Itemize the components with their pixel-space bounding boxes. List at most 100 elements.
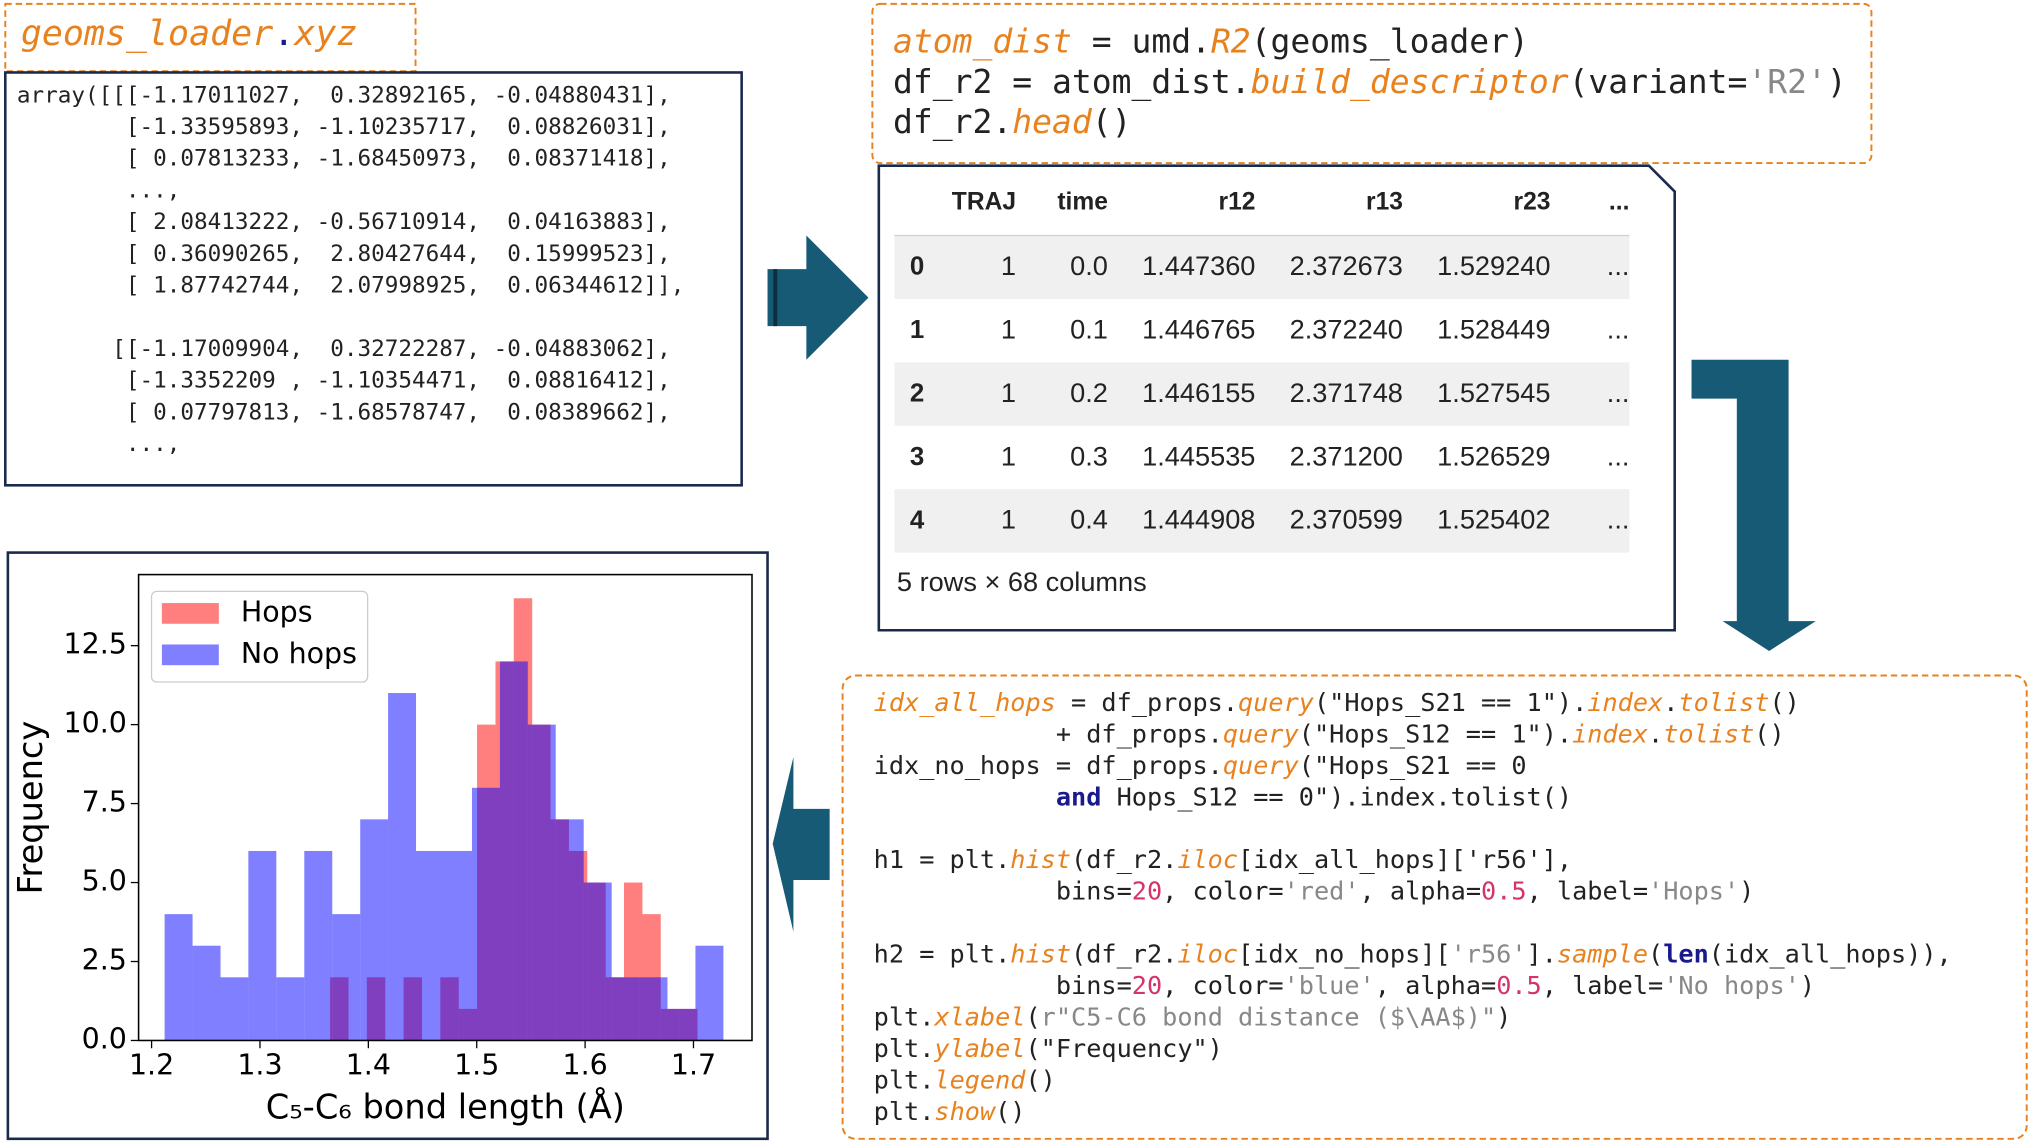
code-token: head bbox=[1012, 101, 1093, 140]
legend-label: No hops bbox=[241, 637, 357, 670]
x-tick-label: 1.5 bbox=[454, 1048, 499, 1081]
code-line: df_r2 = atom_dist.build_descriptor(varia… bbox=[893, 61, 1847, 101]
code-line: h2 = plt.hist(df_r2.iloc[idx_no_hops]['r… bbox=[874, 940, 1952, 969]
code-line: plt.show() bbox=[874, 1097, 1026, 1126]
bar bbox=[332, 914, 361, 1041]
bar bbox=[443, 850, 472, 1041]
table-cell: 2.371748 bbox=[1290, 377, 1403, 408]
code-token: and bbox=[1056, 782, 1102, 811]
y-tick-label: 12.5 bbox=[64, 628, 127, 661]
code-token: query bbox=[1223, 751, 1300, 780]
bar bbox=[667, 1008, 696, 1041]
code-token: build_descriptor bbox=[1251, 61, 1569, 101]
code-token: 'blue' bbox=[1284, 971, 1375, 1000]
code-token: . bbox=[1663, 688, 1678, 717]
table-cell: 1 bbox=[1001, 377, 1016, 408]
table-index: 3 bbox=[910, 443, 924, 471]
code-line: [ 1.87742744, 2.07998925, 0.06344612]], bbox=[17, 273, 684, 299]
bar bbox=[695, 945, 724, 1041]
table-cell: 1.528449 bbox=[1437, 313, 1550, 344]
x-tick-label: 1.6 bbox=[562, 1048, 607, 1081]
code-token: ) bbox=[1800, 971, 1815, 1000]
table-index: 1 bbox=[910, 316, 924, 344]
code-token: ylabel bbox=[933, 1034, 1025, 1063]
code-token: ) bbox=[1827, 61, 1847, 100]
code-token: iloc bbox=[1177, 940, 1238, 969]
code-line: idx_all_hops = df_props.query("Hops_S21 … bbox=[874, 688, 1800, 717]
table-cell: 0.4 bbox=[1070, 504, 1108, 535]
code-token: (df_r2. bbox=[1071, 845, 1177, 874]
bar bbox=[639, 977, 668, 1041]
code-token bbox=[874, 782, 1056, 811]
table-cell: 1 bbox=[1001, 504, 1016, 535]
code-line: array([[[-1.17011027, 0.32892165, -0.048… bbox=[17, 82, 671, 108]
code-token: bins= bbox=[874, 971, 1132, 1000]
code-token: 'R2' bbox=[1747, 61, 1826, 100]
code-line: idx_no_hops = df_props.query("Hops_S21 =… bbox=[874, 751, 1527, 780]
code-token: (geoms_loader) bbox=[1251, 21, 1529, 61]
code-token: iloc bbox=[1177, 845, 1238, 874]
code-token: ) bbox=[1739, 877, 1754, 906]
code-token: . bbox=[1648, 719, 1663, 748]
bar bbox=[248, 850, 277, 1041]
bar bbox=[360, 819, 389, 1041]
code-token: plt. bbox=[874, 1097, 935, 1126]
table-header: TRAJ bbox=[952, 189, 1016, 216]
code-line: [-1.33595893, -1.10235717, 0.08826031], bbox=[17, 114, 671, 140]
arrow bbox=[1691, 359, 1816, 651]
code-token: . bbox=[273, 14, 294, 54]
code-token: 20 bbox=[1132, 971, 1162, 1000]
code-line: geoms_loader.xyz bbox=[21, 14, 358, 54]
code-token: plt. bbox=[874, 1065, 935, 1094]
table-index: 0 bbox=[910, 253, 924, 281]
bar bbox=[611, 977, 640, 1041]
table-footer: 5 rows × 68 columns bbox=[897, 566, 1147, 597]
row-band bbox=[894, 235, 1630, 299]
table-cell: 1.446155 bbox=[1142, 377, 1255, 408]
code-token: h2 = plt. bbox=[874, 940, 1011, 969]
y-tick-label: 5.0 bbox=[82, 865, 127, 898]
row-band bbox=[894, 489, 1630, 553]
code-line: plt.xlabel(r"C5-C6 bond distance ($\AA$)… bbox=[874, 1002, 1512, 1031]
code-token: + df_props. bbox=[874, 719, 1223, 748]
code-token: ("Hops_S12 == 1"). bbox=[1299, 719, 1572, 748]
legend-swatch bbox=[161, 644, 219, 666]
y-tick-label: 2.5 bbox=[82, 944, 127, 977]
x-axis-label: C₅-C₆ bond length (Å) bbox=[266, 1087, 625, 1127]
code-token: [idx_no_hops][ bbox=[1238, 940, 1451, 969]
legend-swatch bbox=[161, 603, 219, 624]
bar bbox=[471, 787, 500, 1041]
code-token: index bbox=[1572, 719, 1648, 748]
code-line: ..., bbox=[17, 177, 180, 203]
code-token: 20 bbox=[1132, 877, 1162, 906]
bar bbox=[192, 945, 221, 1041]
arrow bbox=[767, 235, 869, 360]
table-cell: ... bbox=[1607, 440, 1630, 471]
table-cell: ... bbox=[1607, 313, 1630, 344]
code-token: idx_all_hops bbox=[874, 688, 1056, 717]
y-axis-label: Frequency bbox=[11, 721, 50, 895]
code-token: 0.5 bbox=[1481, 877, 1527, 906]
code-box bbox=[871, 2, 1873, 165]
y-tick-label: 10.0 bbox=[64, 707, 127, 740]
arrow bbox=[772, 757, 830, 932]
table-cell: 1.525402 bbox=[1437, 504, 1550, 535]
code-token: sample bbox=[1557, 940, 1648, 969]
table-cell: 0.3 bbox=[1070, 440, 1108, 471]
code-token: r"C5-C6 bond distance ($\AA$)" bbox=[1041, 1002, 1497, 1031]
bar bbox=[583, 882, 612, 1041]
table-index: 4 bbox=[910, 506, 925, 534]
code-token: ("Hops_S21 == 1"). bbox=[1314, 688, 1587, 717]
table-cell: 1.529240 bbox=[1437, 250, 1550, 281]
code-token: bins= bbox=[874, 877, 1132, 906]
table-cell: 2.372240 bbox=[1290, 313, 1403, 344]
table-cell: ... bbox=[1607, 504, 1630, 535]
table-header: r12 bbox=[1219, 189, 1256, 216]
code-line: + df_props.query("Hops_S12 == 1").index.… bbox=[874, 719, 1785, 748]
bar bbox=[220, 977, 249, 1041]
code-line: bins=20, color='blue', alpha=0.5, label=… bbox=[874, 971, 1815, 1000]
code-line: plt.ylabel("Frequency") bbox=[874, 1034, 1223, 1063]
code-token: () bbox=[1769, 688, 1799, 717]
